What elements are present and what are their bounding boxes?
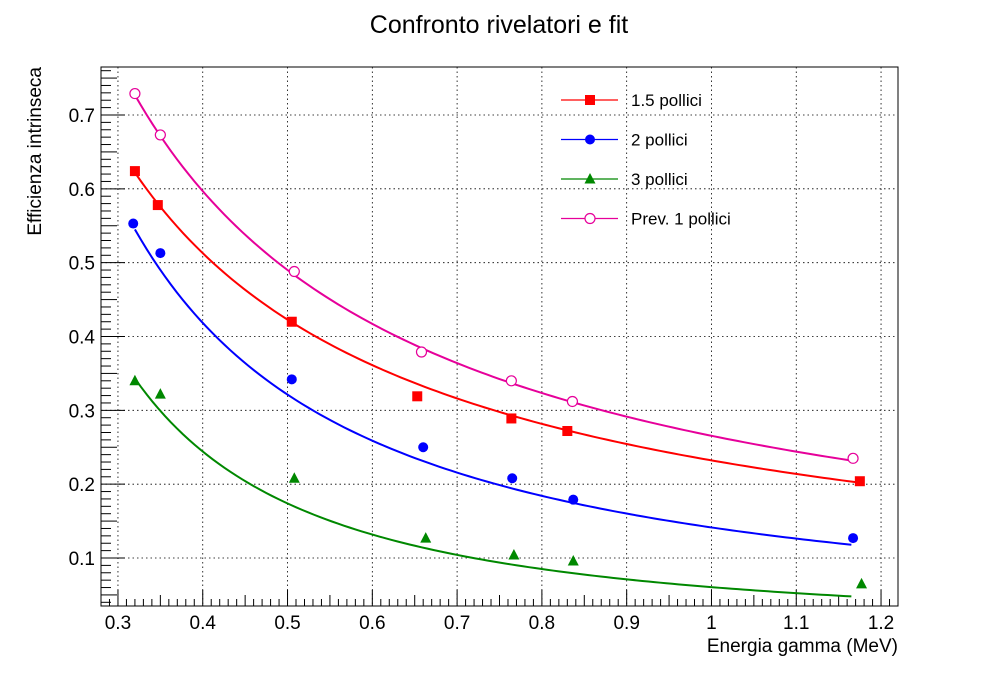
point-3-pollici: [856, 577, 868, 589]
point-prev-1-pollici: [154, 129, 166, 141]
point-3-pollici: [154, 388, 166, 399]
legend-label-1-5-pollici: 1.5 pollici: [631, 91, 702, 110]
y-tick-label: 0.1: [69, 549, 95, 570]
data-points: [128, 87, 868, 589]
point-2-pollici: [418, 442, 429, 453]
fit-curve-3-pollici: [134, 378, 852, 598]
point-2-pollici: [507, 473, 518, 484]
x-tick-label: 0.8: [529, 613, 555, 634]
x-axis-label: Energia gamma (MeV): [707, 636, 898, 657]
point-prev-1-pollici: [505, 375, 517, 387]
legend-marker-3-pollici: [584, 173, 596, 184]
y-axis-label: Efficienza intrinseca: [25, 67, 46, 236]
point-1-5-pollici: [506, 413, 517, 424]
point-1-5-pollici: [286, 316, 297, 327]
x-tick-label: 0.9: [613, 613, 639, 634]
legend-label-2-pollici: 2 pollici: [631, 131, 688, 150]
y-tick-label: 0.2: [69, 475, 95, 496]
point-2-pollici: [568, 494, 579, 505]
chart-title: Confronto rivelatori e fit: [370, 11, 629, 39]
point-1-5-pollici: [412, 391, 423, 402]
point-prev-1-pollici: [847, 452, 859, 464]
point-3-pollici: [567, 554, 579, 566]
point-prev-1-pollici: [288, 265, 300, 278]
axis-ticks: [101, 70, 899, 606]
point-3-pollici: [288, 472, 300, 483]
legend-label-prev-1-pollici: Prev. 1 pollici: [631, 210, 731, 229]
point-1-5-pollici: [562, 426, 573, 437]
x-tick-label: 1.1: [783, 613, 809, 634]
y-tick-label: 0.5: [69, 254, 95, 275]
point-3-pollici: [129, 374, 141, 386]
x-tick-label: 0.4: [190, 613, 217, 634]
point-2-pollici: [848, 533, 859, 544]
x-tick-label: 1.2: [868, 613, 894, 634]
legend-marker-prev-1-pollici: [584, 212, 596, 225]
x-tick-label: 0.7: [444, 613, 470, 634]
fit-curve-prev-1-pollici: [134, 94, 852, 462]
y-tick-label: 0.3: [69, 401, 95, 422]
legend-label-3-pollici: 3 pollici: [631, 170, 688, 189]
point-1-5-pollici: [152, 200, 163, 211]
point-3-pollici: [420, 532, 432, 543]
x-tick-labels: 0.3 0.4 0.5 0.6 0.7 0.8 0.9 1 1.1 1.2: [105, 613, 895, 634]
point-1-5-pollici: [854, 476, 865, 487]
point-2-pollici: [155, 248, 166, 259]
legend: 1.5 pollici 2 pollici 3 pollici Prev. 1 pol…: [561, 91, 731, 229]
y-tick-label: 0.7: [69, 106, 95, 127]
point-prev-1-pollici: [129, 87, 141, 100]
point-2-pollici: [286, 374, 297, 385]
y-tick-label: 0.4: [69, 328, 96, 349]
legend-marker-1-5-pollici: [585, 95, 595, 105]
y-tick-labels: 0.1 0.2 0.3 0.4 0.5 0.6 0.7: [69, 106, 96, 570]
point-3-pollici: [508, 549, 520, 560]
legend-marker-2-pollici: [585, 134, 595, 145]
grid: [101, 67, 898, 606]
x-tick-label: 0.3: [105, 613, 131, 634]
x-tick-label: 0.6: [359, 613, 385, 634]
fit-curves: [134, 94, 860, 598]
y-tick-label: 0.6: [69, 180, 95, 201]
point-prev-1-pollici: [566, 395, 579, 408]
plot-frame: [100, 66, 899, 607]
point-1-5-pollici: [129, 166, 140, 177]
point-2-pollici: [128, 218, 139, 229]
x-tick-label: 1: [706, 613, 717, 634]
fit-curve-2-pollici: [134, 228, 852, 546]
fit-curve-1-5-pollici: [134, 172, 860, 484]
point-prev-1-pollici: [415, 346, 428, 358]
x-tick-label: 0.5: [274, 613, 300, 634]
